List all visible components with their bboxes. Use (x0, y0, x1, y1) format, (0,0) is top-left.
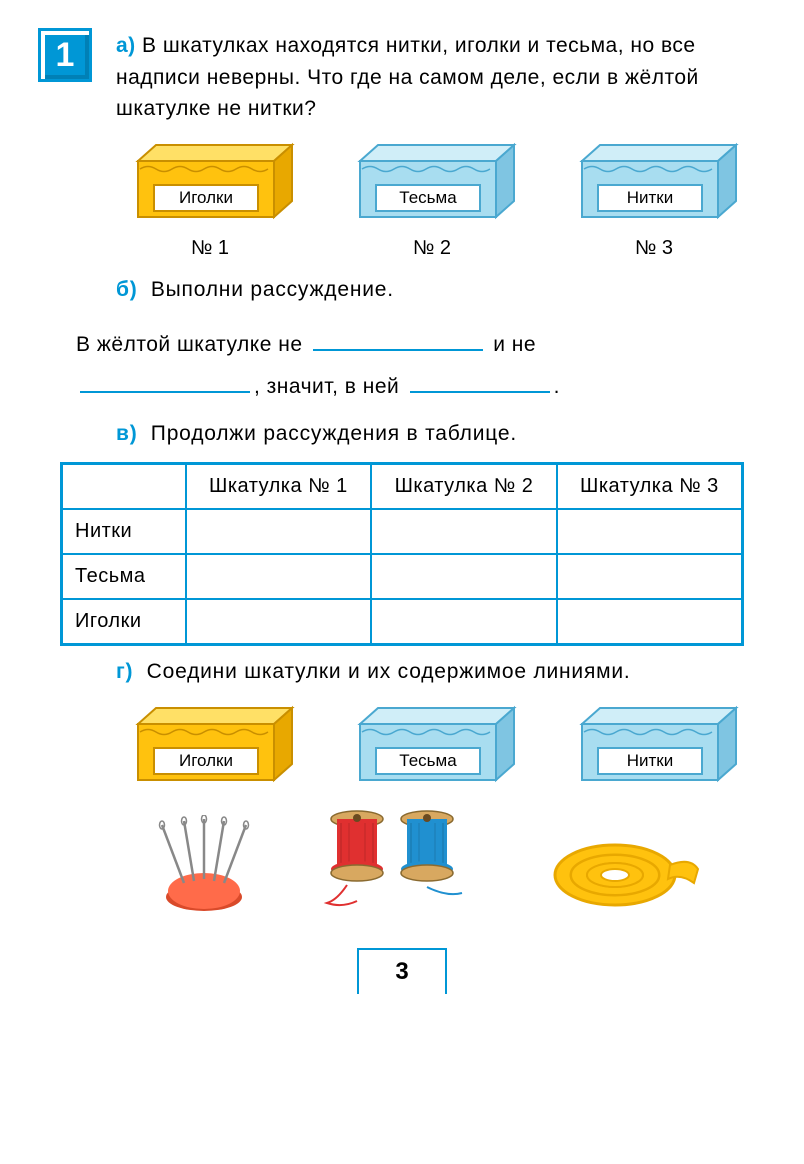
logic-table-wrapper: Шкатулка № 1Шкатулка № 2Шкатулка № 3 Нитк… (60, 462, 744, 646)
box-icon: Нитки (564, 702, 744, 792)
svg-text:Тесьма: Тесьма (399, 751, 457, 770)
table-cell[interactable] (557, 554, 743, 599)
box-number: № 1 (191, 237, 229, 260)
table-row-label: Нитки (62, 509, 186, 554)
table-header: Шкатулка № 1 (186, 463, 372, 509)
box-wrapper: Иголки (120, 702, 300, 792)
tape-icon (540, 825, 700, 915)
svg-text:Иголки: Иголки (179, 188, 233, 207)
box-number: № 3 (635, 237, 673, 260)
box-wrapper: Нитки № 3 (564, 139, 744, 260)
table-cell[interactable] (186, 509, 372, 554)
table-row-label: Тесьма (62, 554, 186, 599)
svg-text:Нитки: Нитки (627, 188, 674, 207)
box-wrapper: Нитки (564, 702, 744, 792)
blank-3[interactable] (410, 372, 550, 393)
item-spools (317, 805, 487, 920)
table-row-label: Иголки (62, 599, 186, 645)
item-needles (144, 815, 264, 920)
page-footer: 3 (38, 948, 766, 994)
problem-number-badge: 1 (38, 28, 92, 82)
box-icon: Иголки (120, 139, 300, 229)
items-row (118, 810, 726, 920)
table-header (62, 463, 186, 509)
fill-line2-mid: , значит, в ней (254, 375, 399, 398)
fill-in-reasoning: В жёлтой шкатулке не и не , значит, в не… (76, 324, 766, 408)
table-cell[interactable] (371, 554, 557, 599)
svg-text:Иголки: Иголки (179, 751, 233, 770)
blank-2[interactable] (80, 372, 250, 393)
table-header: Шкатулка № 3 (557, 463, 743, 509)
table-row: Тесьма (62, 554, 743, 599)
box-icon: Тесьма (342, 702, 522, 792)
box-icon: Иголки (120, 702, 300, 792)
box-wrapper: Иголки № 1 (120, 139, 300, 260)
blank-1[interactable] (313, 330, 483, 351)
boxes-row-a: Иголки № 1 Тесьма № 2 Нитки № 3 (98, 139, 766, 260)
box-wrapper: Тесьма № 2 (342, 139, 522, 260)
part-c: в) Продолжи рассуждения в таблице. (116, 422, 766, 446)
svg-text:Нитки: Нитки (627, 751, 674, 770)
fill-line1-pre: В жёлтой шкатулке не (76, 333, 303, 356)
table-cell[interactable] (371, 599, 557, 645)
logic-table: Шкатулка № 1Шкатулка № 2Шкатулка № 3 Нитк… (60, 462, 744, 646)
part-d-label: г) (116, 660, 133, 683)
fill-line2-end: . (554, 375, 560, 398)
table-cell[interactable] (557, 509, 743, 554)
part-c-text: Продолжи рассуждения в таблице. (151, 422, 517, 445)
table-cell[interactable] (557, 599, 743, 645)
table-cell[interactable] (186, 554, 372, 599)
part-d: г) Соедини шкатулки и их содержимое лини… (116, 660, 766, 684)
part-a-body: В шкатулках находятся нитки, иголки и те… (116, 34, 699, 120)
box-icon: Нитки (564, 139, 744, 229)
page-number: 3 (357, 948, 446, 994)
part-b-label: б) (116, 278, 138, 301)
table-header: Шкатулка № 2 (371, 463, 557, 509)
table-cell[interactable] (371, 509, 557, 554)
table-cell[interactable] (186, 599, 372, 645)
fill-line1-post: и не (493, 333, 536, 356)
svg-text:Тесьма: Тесьма (399, 188, 457, 207)
box-icon: Тесьма (342, 139, 522, 229)
table-row: Иголки (62, 599, 743, 645)
part-b: б) Выполни рассуждение. (116, 278, 766, 302)
part-a-label: а) (116, 34, 136, 57)
part-b-text: Выполни рассуждение. (151, 278, 394, 301)
thread-spools-icon (317, 805, 487, 915)
table-row: Нитки (62, 509, 743, 554)
box-number: № 2 (413, 237, 451, 260)
item-tape (540, 825, 700, 920)
part-d-text: Соедини шкатулки и их содержимое линиями… (147, 660, 631, 683)
box-wrapper: Тесьма (342, 702, 522, 792)
needles-icon (144, 815, 264, 915)
part-a-text: а) В шкатулках находятся нитки, иголки и… (116, 28, 766, 125)
boxes-row-d: Иголки Тесьма Нитки (98, 702, 766, 792)
part-c-label: в) (116, 422, 138, 445)
